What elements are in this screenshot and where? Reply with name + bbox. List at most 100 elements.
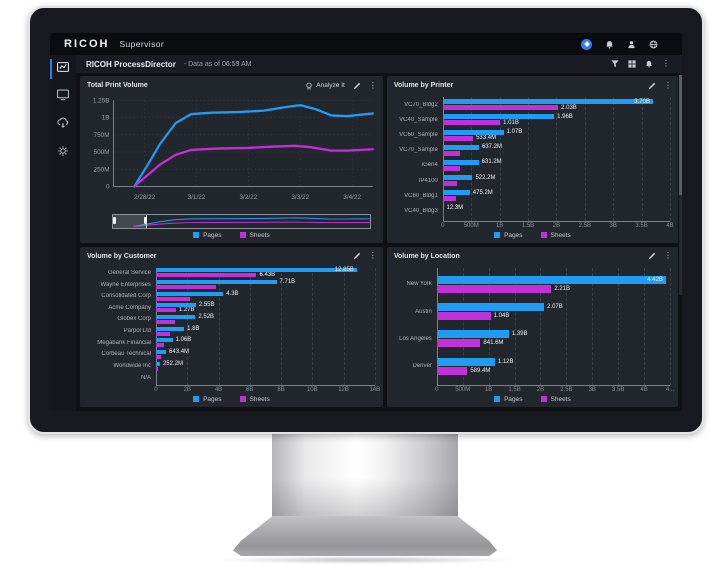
category-label: VC40_Bldg3 <box>404 208 438 214</box>
bar-pages[interactable] <box>442 159 479 165</box>
layout-grid-icon[interactable] <box>628 60 636 68</box>
bar-pages[interactable]: 3.70B <box>442 99 653 105</box>
bar-pages[interactable] <box>436 357 495 366</box>
bar-pages[interactable]: 12.85B <box>156 267 357 273</box>
bar-value-label: 7.71B <box>279 279 296 286</box>
bar-pages[interactable] <box>442 114 555 120</box>
bar-pages[interactable] <box>156 291 224 296</box>
line-series-pages[interactable] <box>133 103 374 188</box>
bar-pages[interactable]: 4.42B <box>436 275 666 284</box>
bar-sheets[interactable] <box>156 308 176 313</box>
help-globe-icon[interactable] <box>649 40 658 49</box>
edit-pencil-icon[interactable] <box>648 82 656 90</box>
chart-legend: Pages Sheets <box>84 230 379 241</box>
panel-title: Volume by Printer <box>393 82 454 89</box>
edit-pencil-icon[interactable] <box>353 82 361 90</box>
bar-pages[interactable] <box>442 205 444 211</box>
bar-value-label: 6.43B <box>259 272 276 279</box>
bar-sheets[interactable] <box>436 312 491 321</box>
scrollbar[interactable] <box>679 75 682 295</box>
bar-pages[interactable] <box>442 190 470 196</box>
line-series-sheets[interactable] <box>133 144 374 188</box>
bar-pages[interactable] <box>442 175 473 181</box>
bar-sheets[interactable] <box>156 285 217 290</box>
bar-sheets[interactable] <box>156 273 257 278</box>
panel-kebab-menu-icon[interactable]: ⋮ <box>664 251 672 261</box>
bar-group: Wayne Enterprises 7.71B <box>84 279 379 290</box>
monitor-stand-neck <box>272 430 458 518</box>
bar-sheets[interactable] <box>442 150 461 156</box>
bar-value-label: 1.04B <box>493 313 510 320</box>
bar-sheets[interactable] <box>156 319 175 324</box>
account-icon[interactable] <box>627 40 636 49</box>
bar-sheets[interactable] <box>442 181 457 187</box>
y-tick-label: 250M <box>94 166 110 173</box>
bar-pages[interactable] <box>156 314 196 319</box>
bar-pages[interactable] <box>156 361 160 366</box>
bar-pages[interactable] <box>436 330 509 339</box>
bar-pages[interactable] <box>156 338 173 343</box>
x-tick-label: 2B <box>552 222 561 229</box>
alerts-bell-icon[interactable] <box>645 60 653 68</box>
slider-handle-right[interactable] <box>144 216 148 224</box>
bar-sheets[interactable] <box>156 354 161 359</box>
edit-pencil-icon[interactable] <box>353 252 361 260</box>
toolbar-kebab-menu-icon[interactable]: ⋮ <box>662 59 670 68</box>
assistant-icon[interactable] <box>581 38 592 50</box>
bar-value-label: 2.03B <box>561 104 577 111</box>
filter-icon[interactable] <box>611 60 619 68</box>
slider-handle-left[interactable] <box>113 216 116 224</box>
sidebar-item-displays[interactable] <box>50 85 76 109</box>
panel-kebab-menu-icon[interactable]: ⋮ <box>368 80 377 90</box>
cloud-download-icon <box>57 116 69 134</box>
bar-pages[interactable] <box>156 349 167 354</box>
line-chart-total-print-volume: 1.25B 1B 750M 500M 250M 0 2/28/22 3/1/22 3/2/22 3… <box>80 93 383 243</box>
analyze-it-button[interactable]: Analyze It <box>305 82 345 90</box>
category-label: Wayne Enterprises <box>100 281 151 288</box>
x-tick-label: 2.5B <box>578 222 591 229</box>
bar-pages[interactable] <box>442 129 504 135</box>
bar-sheets[interactable] <box>442 135 474 141</box>
bar-sheets[interactable] <box>156 331 171 336</box>
bar-sheets[interactable] <box>436 339 481 348</box>
category-label: Consolidated Corp <box>101 293 151 300</box>
panel-kebab-menu-icon[interactable]: ⋮ <box>368 251 377 261</box>
chart-legend: Pages Sheets <box>391 394 674 405</box>
notifications-bell-icon[interactable] <box>605 40 614 49</box>
bar-value-label: 252.2M <box>162 360 183 367</box>
bar-group: VC60_Sample 1.07B 533.4M <box>391 129 674 141</box>
gridline <box>540 267 542 385</box>
bar-sheets[interactable] <box>442 120 501 126</box>
edit-pencil-icon[interactable] <box>648 252 656 260</box>
slider-selection[interactable] <box>113 214 148 228</box>
scrollbar-thumb[interactable] <box>679 75 682 195</box>
sidebar-item-dashboards[interactable] <box>50 57 76 81</box>
bar-sheets[interactable] <box>442 105 559 111</box>
sidebar-item-data-collectors[interactable] <box>50 113 76 137</box>
bar-pages[interactable] <box>156 303 196 308</box>
bar-pages[interactable] <box>442 144 479 150</box>
bar-pages[interactable] <box>436 303 545 312</box>
bar-sheets[interactable] <box>442 196 457 202</box>
bar-group: General Service 12.85B 6.43B <box>84 267 379 279</box>
x-tick-label: 1B <box>484 386 493 393</box>
dashboard-toolbar: RICOH ProcessDirector - Data as of 06:59… <box>76 55 682 73</box>
bar-sheets[interactable] <box>442 165 460 171</box>
x-tick-label: 6B <box>246 386 254 393</box>
x-tick-label: 0 <box>435 386 439 393</box>
bar-sheets[interactable] <box>156 296 190 301</box>
bar-pages[interactable] <box>156 280 277 285</box>
bar-sheets[interactable] <box>436 366 468 375</box>
bar-value-label: 4.42B <box>647 276 663 283</box>
bar-sheets[interactable] <box>156 343 165 348</box>
time-range-slider[interactable] <box>112 213 371 229</box>
category-label: VC70_Sample <box>399 147 438 154</box>
bar-value-label: 631.2M <box>481 159 502 166</box>
bar-sheets[interactable] <box>156 366 158 371</box>
bar-sheets[interactable] <box>436 284 552 293</box>
panel-kebab-menu-icon[interactable]: ⋮ <box>664 80 672 90</box>
bar-pages[interactable] <box>156 326 185 331</box>
x-tick-label: 4... <box>665 386 675 393</box>
sidebar-item-settings[interactable] <box>50 141 76 165</box>
category-label: Acme Company <box>108 304 151 311</box>
